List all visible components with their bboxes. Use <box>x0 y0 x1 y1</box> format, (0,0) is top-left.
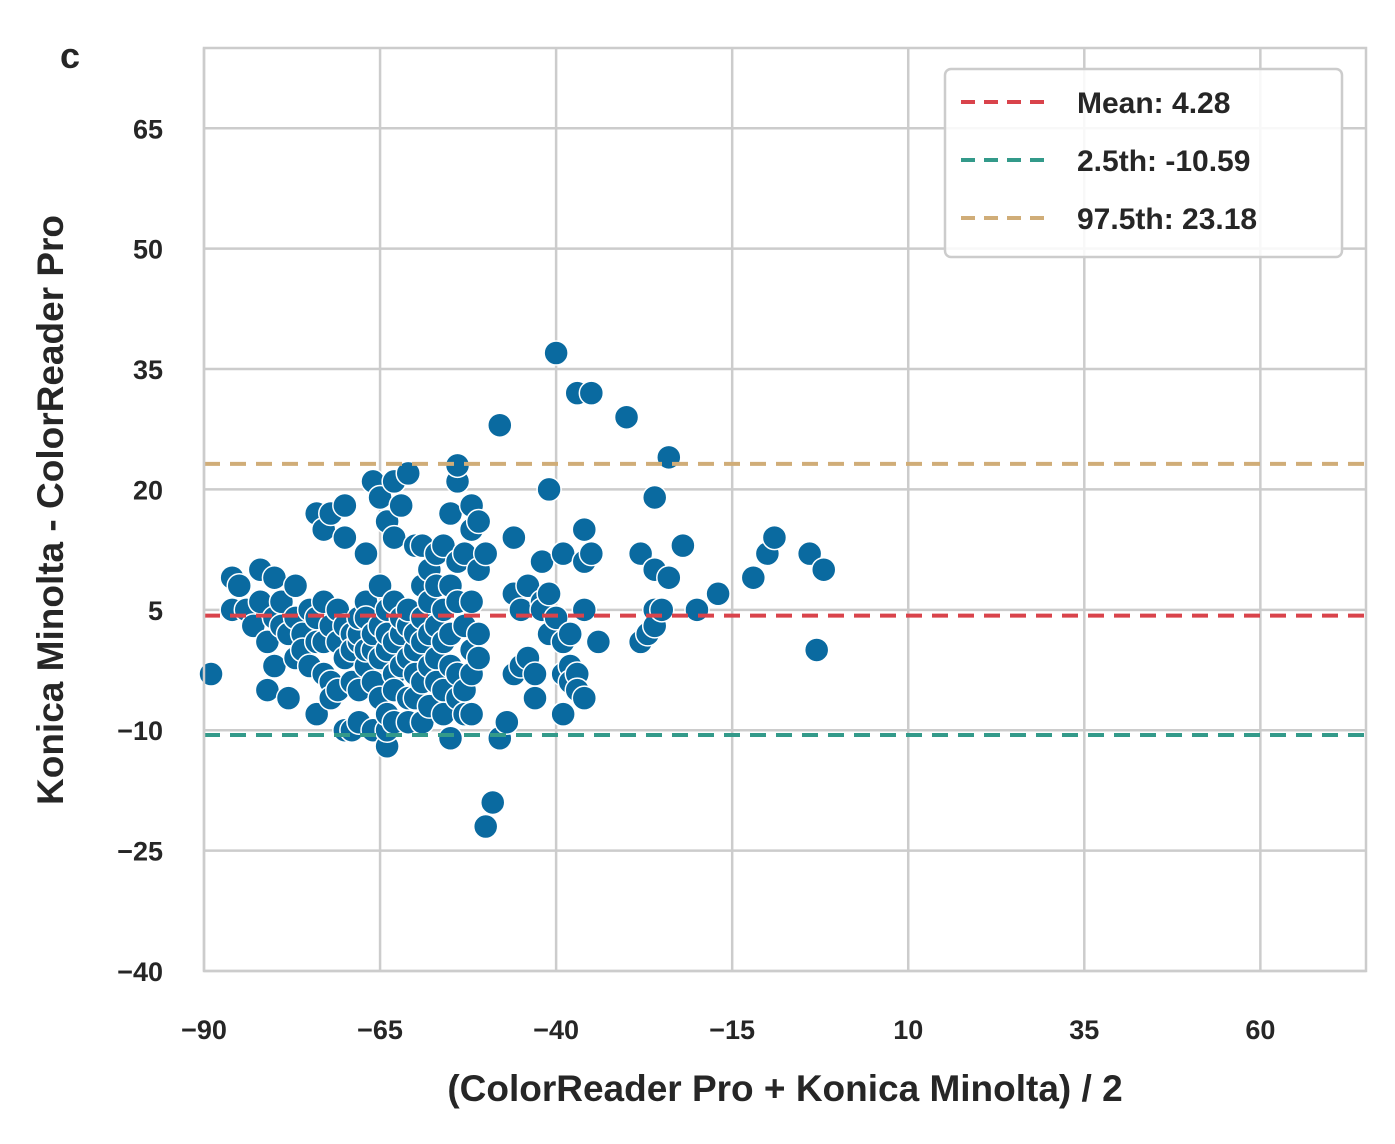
data-point <box>740 564 767 591</box>
data-point <box>472 540 499 567</box>
data-point <box>578 380 605 406</box>
data-point <box>670 532 696 559</box>
data-point <box>367 572 393 599</box>
data-point <box>803 637 830 663</box>
y-tick-label: 20 <box>133 475 163 505</box>
data-point <box>649 597 675 623</box>
data-point <box>796 540 823 567</box>
data-point <box>395 460 421 487</box>
data-point <box>465 508 492 535</box>
plot-frame <box>202 46 1368 973</box>
y-tick-label: −40 <box>117 957 163 987</box>
data-point <box>656 564 682 591</box>
data-point <box>437 725 464 751</box>
data-point <box>684 597 710 623</box>
legend-label-mean: Mean: 4.28 <box>1077 87 1230 120</box>
legend-label-2-5th: 2.5th: -10.59 <box>1077 145 1250 178</box>
x-tick-labels: −90 −65 −40 −15 10 35 60 <box>181 1015 1275 1045</box>
y-tick-label: 50 <box>133 235 163 265</box>
data-point <box>353 540 379 567</box>
data-point <box>226 572 252 599</box>
legend: Mean: 4.28 2.5th: -10.59 97.5th: 23.18 <box>943 67 1344 259</box>
data-point <box>613 404 640 430</box>
data-point <box>522 661 548 687</box>
data-point <box>571 597 598 623</box>
data-point <box>494 709 520 735</box>
data-point <box>705 581 731 607</box>
data-point <box>479 789 506 816</box>
x-tick-label: −65 <box>357 1015 403 1045</box>
y-tick-label: 65 <box>133 114 163 144</box>
data-point <box>571 685 598 711</box>
data-point <box>303 701 330 727</box>
x-tick-label: 60 <box>1245 1015 1275 1045</box>
data-point <box>557 621 583 647</box>
data-point <box>571 516 598 543</box>
data-point <box>275 685 302 711</box>
data-point <box>268 589 295 615</box>
y-axis-title: Konica Minolta - ColorReader Pro <box>30 215 71 805</box>
data-point <box>458 701 485 727</box>
data-point <box>536 476 562 503</box>
data-point <box>487 412 513 438</box>
legend-label-97-5th: 97.5th: 23.18 <box>1077 203 1257 236</box>
y-tick-labels: −40 −25 −10 5 20 35 50 65 <box>117 114 163 987</box>
data-point <box>458 589 485 615</box>
panel-label: c <box>60 35 80 76</box>
data-point <box>332 492 358 519</box>
y-tick-label: 5 <box>148 596 163 626</box>
data-point <box>472 813 499 840</box>
data-point <box>536 581 562 607</box>
data-point <box>388 492 414 519</box>
x-tick-label: −90 <box>181 1015 227 1045</box>
reference-lines <box>204 461 1366 737</box>
legend-box <box>943 67 1344 259</box>
x-tick-label: −40 <box>533 1015 579 1045</box>
data-point <box>465 645 492 671</box>
data-point <box>282 572 309 599</box>
y-tick-label: −25 <box>117 837 163 867</box>
data-point <box>501 524 527 551</box>
data-point <box>641 484 668 511</box>
data-point <box>550 701 576 727</box>
data-points <box>198 340 837 840</box>
y-tick-label: −10 <box>117 716 163 746</box>
data-point <box>585 629 612 655</box>
data-point <box>465 621 492 647</box>
x-tick-label: 35 <box>1069 1015 1099 1045</box>
data-point <box>578 540 605 567</box>
data-point <box>810 556 837 583</box>
data-point <box>543 340 569 366</box>
data-point <box>543 605 569 631</box>
data-point <box>522 685 548 711</box>
x-tick-label: −15 <box>709 1015 755 1045</box>
data-point <box>761 524 788 551</box>
data-point <box>627 540 654 567</box>
x-axis-title: (ColorReader Pro + Konica Minolta) / 2 <box>447 1068 1122 1109</box>
y-tick-label: 35 <box>133 355 163 385</box>
data-point <box>198 661 224 687</box>
x-tick-label: 10 <box>893 1015 923 1045</box>
data-point <box>332 524 358 551</box>
